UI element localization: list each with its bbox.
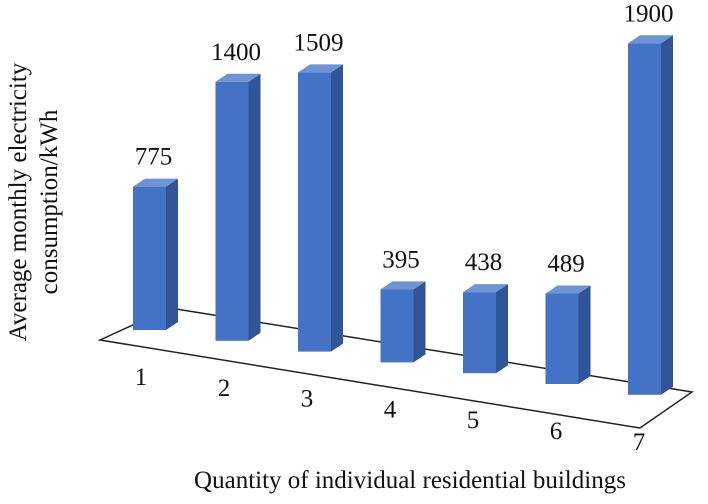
x-tick-label: 6 [550, 418, 563, 445]
bar-top [215, 73, 261, 82]
bar-top [463, 284, 508, 293]
bar-side [331, 64, 343, 352]
data-label: 489 [547, 251, 585, 278]
data-label: 438 [465, 249, 503, 276]
bar [380, 289, 414, 363]
bar-side [661, 35, 673, 395]
x-tick-label: 2 [218, 375, 231, 402]
bar-top [133, 178, 178, 187]
bar [133, 186, 166, 330]
bar-top [628, 35, 673, 44]
bar-side [413, 281, 426, 363]
bar [545, 293, 579, 384]
bar-side [166, 178, 178, 330]
bar-top [298, 64, 343, 73]
data-label: 1509 [294, 29, 344, 56]
bar-side [496, 284, 508, 374]
data-label: 775 [135, 144, 173, 171]
x-tick-label: 7 [633, 429, 646, 456]
bar [628, 43, 661, 395]
data-label: 1400 [211, 39, 261, 66]
y-axis-label: Average monthly electricity consumption/… [5, 62, 63, 342]
bar [215, 81, 249, 341]
bar-side [248, 73, 261, 341]
data-label: 1900 [624, 0, 674, 27]
bar [298, 72, 331, 352]
bar-top [545, 285, 591, 294]
x-tick-label: 3 [301, 386, 314, 413]
x-tick-label: 1 [135, 364, 148, 391]
x-axis-label: Quantity of individual residential build… [194, 467, 626, 494]
bar-side [578, 285, 591, 384]
x-tick-label: 5 [467, 407, 480, 434]
bar-top [380, 281, 426, 290]
bar [463, 292, 496, 374]
data-label: 395 [382, 246, 420, 273]
x-tick-label: 4 [384, 396, 397, 423]
